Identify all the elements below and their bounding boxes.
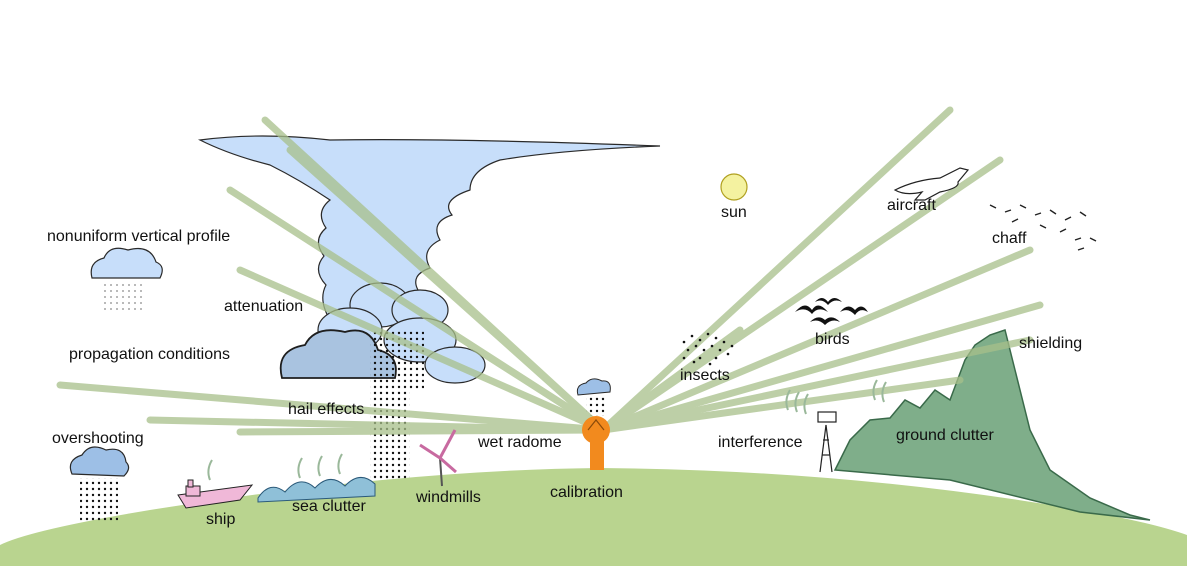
- hail-column: [370, 330, 410, 480]
- radome-cloud-icon: [576, 378, 611, 416]
- radar-icon: [582, 416, 610, 470]
- label-propagation-conditions: propagation conditions: [69, 346, 231, 363]
- label-sea-clutter: sea clutter: [292, 498, 366, 515]
- label-birds: birds: [815, 331, 850, 348]
- aircraft-icon: [893, 167, 970, 201]
- label-insects: insects: [680, 367, 730, 384]
- sun-icon: [720, 173, 748, 201]
- label-shielding: shielding: [1019, 335, 1083, 352]
- label-windmills: windmills: [416, 489, 481, 506]
- profile-cloud-icon: [90, 247, 163, 312]
- label-interference: interference: [718, 434, 803, 451]
- label-wet-radome: wet radome: [478, 434, 562, 451]
- label-sun: sun: [721, 204, 747, 221]
- tower-icon: [817, 411, 837, 473]
- overshooting-cloud-icon: [69, 446, 130, 522]
- label-ship: ship: [206, 511, 236, 528]
- sea-waves-icon: [257, 477, 376, 503]
- label-aircraft: aircraft: [887, 197, 936, 214]
- rain-column: [410, 330, 424, 390]
- label-overshooting: overshooting: [52, 430, 144, 447]
- radar-beams: [56, 106, 1044, 436]
- bird-icon: [795, 298, 868, 325]
- insects-icon: [682, 332, 734, 366]
- label-calibration: calibration: [550, 484, 623, 501]
- label-hail-effects: hail effects: [288, 401, 365, 418]
- label-nonuniform-vertical-profile: nonuniform vertical profile: [47, 228, 231, 245]
- cumulonimbus-cloud-icon: [197, 135, 661, 321]
- ship-icon: [177, 479, 254, 509]
- mountain-icon: [833, 329, 1151, 521]
- label-attenuation: attenuation: [224, 298, 304, 315]
- interference-waves: [785, 379, 887, 415]
- label-ground-clutter: ground clutter: [896, 427, 994, 444]
- chaff-icon: [989, 204, 1097, 251]
- sea-clutter-waves: [207, 453, 343, 481]
- windmill-icon: [419, 429, 457, 487]
- label-chaff: chaff: [992, 230, 1027, 247]
